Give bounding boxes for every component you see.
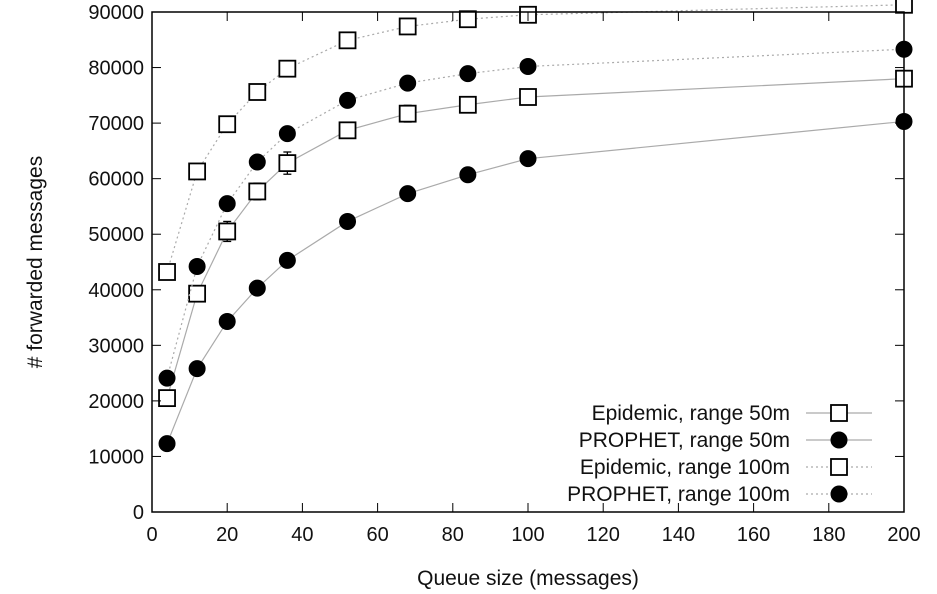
data-point (278, 125, 296, 143)
legend-marker (830, 485, 848, 503)
x-tick-label: 200 (887, 524, 920, 546)
data-point (158, 435, 176, 453)
data-point (278, 154, 297, 173)
series-1 (158, 112, 913, 453)
x-tick-label: 20 (216, 524, 238, 546)
data-point (519, 150, 537, 168)
ticks-layer: 0 20 40 60 80 100 120 140 160 180 200 0 10000 20000 30… (88, 2, 920, 546)
legend-marker (830, 404, 848, 422)
data-point (188, 162, 207, 181)
data-point (158, 389, 176, 408)
y-tick-label: 60000 (88, 169, 144, 191)
x-tick-label: 40 (291, 524, 313, 546)
data-point (339, 212, 357, 230)
data-point (458, 95, 477, 114)
series-line (166, 48, 905, 379)
data-point (218, 195, 236, 213)
x-tick-label: 140 (662, 524, 695, 546)
data-point (218, 312, 236, 330)
series-line (166, 78, 905, 399)
series-3 (158, 40, 913, 387)
data-point (459, 166, 477, 184)
x-tick-label: 120 (587, 524, 620, 546)
data-point (338, 121, 357, 140)
data-point (398, 104, 417, 123)
x-tick-label: 180 (812, 524, 845, 546)
y-tick-label: 50000 (88, 224, 144, 246)
data-point (218, 115, 237, 134)
legend-label: Epidemic, range 50m (592, 402, 790, 425)
y-tick-label: 80000 (88, 58, 144, 80)
data-point (248, 182, 267, 201)
data-point (398, 17, 417, 36)
data-point (188, 360, 206, 378)
x-axis-title: Queue size (messages) (417, 567, 639, 590)
legend-marker (830, 458, 848, 476)
data-point (399, 185, 417, 203)
legend-label: Epidemic, range 100m (580, 456, 790, 479)
x-tick-label: 160 (737, 524, 770, 546)
series-0 (158, 69, 913, 408)
data-point (188, 284, 207, 303)
data-point (338, 31, 357, 50)
data-point (248, 153, 266, 171)
series-line (166, 120, 905, 444)
y-axis-title: # forwarded messages (24, 156, 47, 368)
data-point (459, 65, 477, 83)
x-tick-label: 80 (442, 524, 464, 546)
data-point (895, 0, 913, 14)
data-point (158, 263, 176, 281)
series-layer (158, 0, 913, 453)
legend-entry-3: PROPHET, range 100m (567, 483, 872, 506)
data-point (519, 57, 537, 75)
legend-entry-1: PROPHET, range 50m (579, 429, 872, 452)
y-tick-label: 90000 (88, 2, 144, 24)
series-2 (158, 0, 913, 281)
data-point (278, 251, 296, 269)
data-point (339, 91, 357, 109)
data-point (278, 59, 297, 78)
data-point (458, 10, 477, 29)
y-tick-label: 70000 (88, 113, 144, 135)
y-tick-label: 0 (133, 502, 144, 524)
data-point (399, 74, 417, 92)
data-point (158, 369, 176, 387)
legend-entry-2: Epidemic, range 100m (580, 456, 872, 479)
data-point (248, 83, 267, 101)
data-point (188, 257, 206, 275)
y-tick-label: 30000 (88, 335, 144, 357)
data-point (519, 88, 537, 106)
x-tick-label: 60 (366, 524, 388, 546)
data-point (218, 222, 237, 241)
y-tick-label: 40000 (88, 280, 144, 302)
y-tick-label: 20000 (88, 391, 144, 413)
legend-marker (830, 431, 848, 449)
series-line (166, 4, 905, 273)
data-point (248, 279, 266, 297)
legend-label: PROPHET, range 50m (579, 429, 790, 452)
x-tick-label: 0 (146, 524, 157, 546)
x-tick-label: 100 (511, 524, 544, 546)
y-tick-label: 10000 (88, 446, 144, 468)
legend-label: PROPHET, range 100m (567, 483, 790, 506)
legend: Epidemic, range 50m PROPHET, range 50m Epi… (567, 402, 872, 506)
legend-entry-0: Epidemic, range 50m (592, 402, 872, 425)
